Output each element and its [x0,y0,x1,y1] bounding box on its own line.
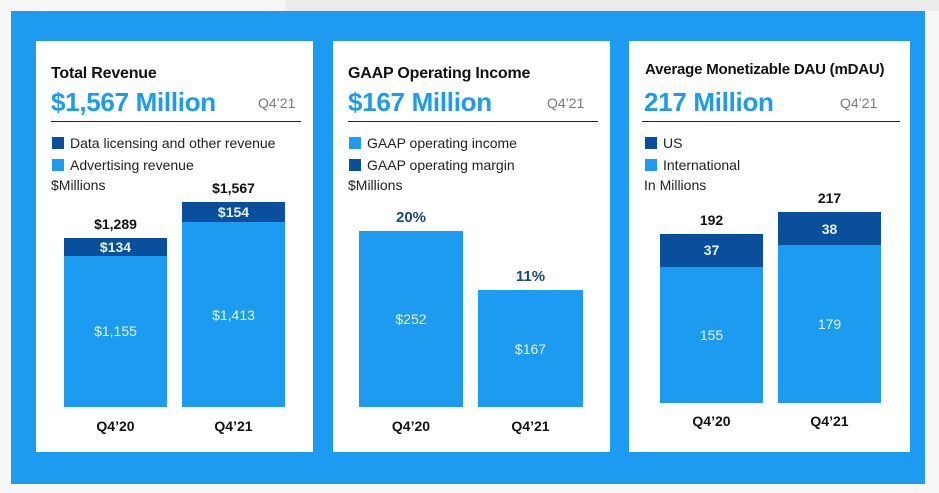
legend-swatch-icon [52,159,64,171]
unit-label: $Millions [51,177,106,193]
panel-title: Total Revenue [51,65,157,82]
divider [642,121,900,122]
legend-swatch-icon [52,137,64,149]
legend: US International [645,132,740,176]
headline-value: $167 Million [348,87,492,117]
mdau-panel: Average Monetizable DAU (mDAU) 217 Milli… [629,41,910,452]
data-label: 179 [817,316,842,333]
bar-Q420: 155 37 [660,234,763,403]
bar-segment: $167 [478,290,583,407]
legend-item: International [645,154,740,176]
quarter-label: Q4’21 [547,95,585,111]
bar-segment: 38 [778,212,881,246]
bar-segment: $1,413 [182,222,285,407]
legend-item: US [645,132,740,154]
bar-segment: 37 [660,234,763,267]
unit-label: $Millions [348,177,403,193]
data-label: 37 [703,242,720,259]
bar-segment: 155 [660,266,763,403]
legend-label: Data licensing and other revenue [70,135,276,151]
total-revenue-panel: Total Revenue $1,567 Million Q4’21 Data … [36,41,313,452]
total-label: 192 [699,212,724,228]
legend-label: Advertising revenue [70,157,194,173]
legend-swatch-icon [645,137,657,149]
x-tick-label: Q4’21 [810,413,849,429]
total-label: $1,567 [212,180,255,196]
divider [51,121,301,122]
margin-label: 20% [395,209,427,226]
data-label: $134 [99,239,132,256]
mdau-chart: 155 37 192 Q4’20 179 38 217 Q4’21 [629,41,910,452]
operating-income-panel: GAAP Operating Income $167 Million Q4’21… [333,41,610,452]
legend-item: GAAP operating margin [349,154,517,176]
legend-item: Advertising revenue [52,154,275,176]
bar-Q420: $1,155 $134 [64,238,167,407]
total-label: 217 [817,190,842,206]
operating-income-chart: $252 20% Q4’20 $167 11% Q4’21 [333,41,610,452]
data-label: 38 [821,220,838,237]
legend-label: GAAP operating income [367,135,517,151]
bar-Q421: $1,413 $154 [182,202,285,407]
panel-title: GAAP Operating Income [348,65,531,82]
revenue-chart: $1,155 $134 $1,289 Q4’20 $1,413 $154 $1,567 Q4’… [36,41,313,452]
legend-label: GAAP operating margin [367,157,515,173]
top-background-strip [285,0,939,11]
data-label: $1,413 [212,306,255,323]
divider [348,121,598,122]
legend: GAAP operating income GAAP operating mar… [349,132,517,176]
bar-Q421: 179 38 [778,212,881,403]
total-label: $1,289 [94,216,137,233]
x-tick-label: Q4’20 [96,418,135,434]
legend-swatch-icon [349,159,361,171]
legend-item: Data licensing and other revenue [52,132,275,154]
legend-swatch-icon [349,137,361,149]
data-label: 155 [699,326,724,343]
panel-title: Average Monetizable DAU (mDAU) [645,61,885,78]
data-label: $154 [217,204,250,221]
bar-Q420: $252 [359,231,463,407]
x-tick-label: Q4’21 [214,418,253,434]
legend-label: International [663,157,741,173]
data-label: $1,155 [94,323,137,340]
x-tick-label: Q4’20 [391,418,431,434]
bar-segment: $134 [64,238,167,256]
x-tick-label: Q4’20 [692,413,731,429]
bar-segment: $154 [182,202,285,223]
legend-label: US [663,135,683,151]
data-label: $252 [395,311,427,327]
headline-value: $1,567 Million [51,87,216,117]
legend-item: GAAP operating income [349,132,517,154]
headline-value: 217 Million [644,87,774,117]
data-label: $167 [514,340,547,357]
x-tick-label: Q4’21 [511,418,550,434]
bar-segment: 179 [778,245,881,403]
quarter-label: Q4’21 [258,95,296,111]
unit-label: In Millions [644,177,707,193]
margin-label: 11% [515,268,546,286]
bar-Q421: $167 [478,290,583,407]
bar-segment: $1,155 [64,255,167,407]
quarter-label: Q4’21 [840,95,878,111]
legend: Data licensing and other revenue Adverti… [52,132,275,176]
bar-segment: $252 [359,231,463,407]
legend-swatch-icon [645,159,657,171]
